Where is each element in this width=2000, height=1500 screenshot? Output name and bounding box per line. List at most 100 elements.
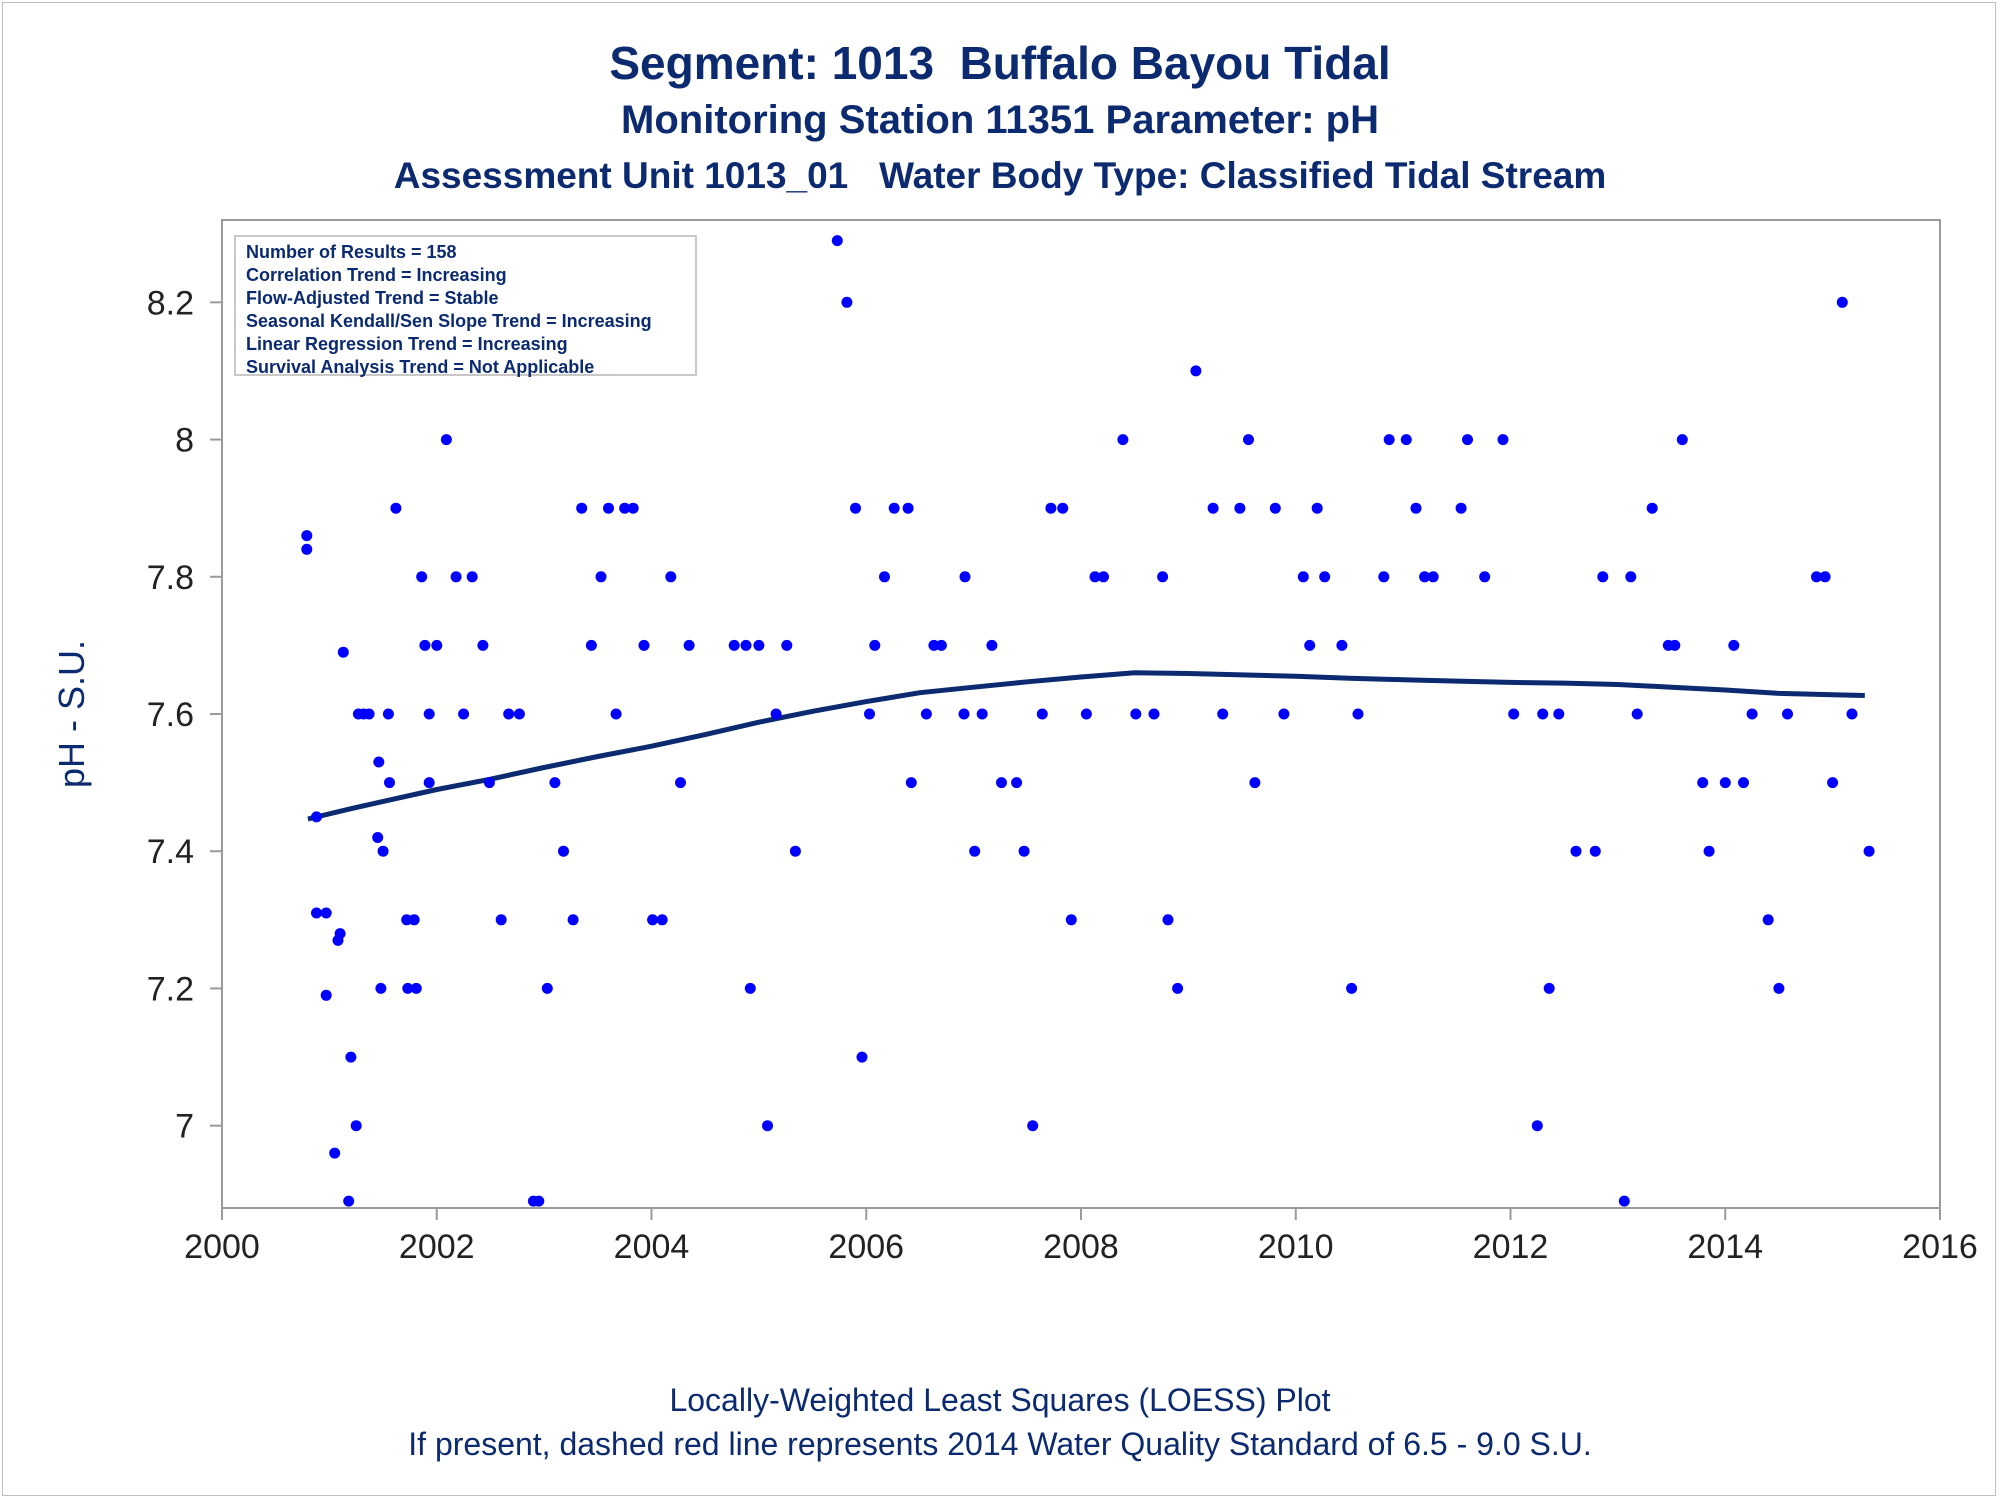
data-point xyxy=(1746,708,1758,720)
footnote-loess: Locally-Weighted Least Squares (LOESS) P… xyxy=(669,1382,1331,1418)
x-tick-label: 2002 xyxy=(399,1228,475,1266)
data-point xyxy=(1537,708,1549,720)
stat-correlation-trend: Correlation Trend = Increasing xyxy=(246,265,507,285)
data-point xyxy=(416,571,428,583)
data-point xyxy=(1773,982,1785,994)
data-point xyxy=(1278,708,1290,720)
data-point xyxy=(740,639,752,651)
data-point xyxy=(345,1051,357,1063)
data-point xyxy=(1531,1120,1543,1132)
data-point xyxy=(1045,502,1057,514)
data-point xyxy=(1036,708,1048,720)
data-point xyxy=(1249,777,1261,789)
data-point xyxy=(1243,434,1254,446)
data-point xyxy=(1311,502,1323,514)
data-point xyxy=(320,989,332,1001)
data-point xyxy=(458,708,470,720)
x-tick-label: 2006 xyxy=(828,1228,904,1266)
data-point xyxy=(1631,708,1643,720)
data-point xyxy=(1827,777,1839,789)
data-point xyxy=(337,646,349,658)
y-tick-label: 7.8 xyxy=(147,559,194,597)
data-point xyxy=(1346,982,1358,994)
data-point xyxy=(483,777,495,789)
data-point xyxy=(419,639,431,651)
data-point xyxy=(850,502,861,514)
data-point xyxy=(1410,502,1422,514)
data-point xyxy=(423,777,435,789)
data-point xyxy=(879,571,890,583)
stat-seasonal-kendall-trend: Seasonal Kendall/Sen Slope Trend = Incre… xyxy=(246,311,652,331)
data-point xyxy=(1462,434,1473,446)
data-point xyxy=(1018,845,1030,857)
data-point xyxy=(1543,982,1555,994)
data-point xyxy=(334,928,346,940)
data-point xyxy=(638,639,650,651)
data-point xyxy=(959,571,971,583)
data-point xyxy=(377,845,389,857)
data-point xyxy=(1080,708,1092,720)
data-point xyxy=(1719,777,1731,789)
data-point xyxy=(1589,845,1601,857)
x-tick-label: 2012 xyxy=(1473,1228,1549,1266)
data-point xyxy=(683,639,695,651)
data-point xyxy=(1162,914,1174,926)
data-point xyxy=(1762,914,1774,926)
data-point xyxy=(1846,708,1858,720)
data-point xyxy=(1570,845,1582,857)
data-point xyxy=(1336,639,1348,651)
chart-subtitle-2: Assessment Unit 1013_01 Water Body Type:… xyxy=(393,155,1607,196)
data-point xyxy=(762,1120,773,1132)
data-point xyxy=(831,235,843,247)
data-points xyxy=(301,235,1875,1207)
data-point xyxy=(1190,365,1202,377)
data-point xyxy=(753,639,765,651)
data-point xyxy=(665,571,677,583)
data-point xyxy=(1836,296,1848,308)
data-point xyxy=(1669,639,1681,651)
data-point xyxy=(301,530,313,542)
data-point xyxy=(1508,708,1520,720)
data-point xyxy=(603,502,614,514)
data-point xyxy=(533,1195,545,1207)
data-point xyxy=(1217,708,1229,720)
data-point xyxy=(675,777,686,789)
data-point xyxy=(375,982,387,994)
data-point xyxy=(1065,914,1077,926)
data-point xyxy=(1027,1120,1039,1132)
data-point xyxy=(466,571,478,583)
data-point xyxy=(728,639,740,651)
data-point xyxy=(996,777,1007,789)
data-point xyxy=(495,914,507,926)
data-point xyxy=(905,777,917,789)
data-point xyxy=(431,639,443,651)
data-point xyxy=(1703,845,1715,857)
data-point xyxy=(969,845,981,857)
data-point xyxy=(320,907,332,919)
data-point xyxy=(841,296,853,308)
data-point xyxy=(619,502,631,514)
data-point xyxy=(1130,708,1142,720)
data-point xyxy=(1207,502,1219,514)
data-point xyxy=(1419,571,1431,583)
x-axis: 2000 2002 2004 2006 2008 2010 2012 2014 2016 xyxy=(184,1208,1978,1266)
data-point xyxy=(1378,571,1390,583)
data-point xyxy=(363,708,375,720)
data-point xyxy=(1319,571,1331,583)
x-tick-label: 2004 xyxy=(614,1228,690,1266)
data-point xyxy=(1618,1195,1630,1207)
data-point xyxy=(450,571,462,583)
data-point xyxy=(1400,434,1412,446)
data-point xyxy=(1597,571,1609,583)
data-point xyxy=(1819,571,1831,583)
trend-stats-box: Number of Results = 158 Correlation Tren… xyxy=(234,235,697,377)
data-point xyxy=(888,502,900,514)
data-point xyxy=(1625,571,1637,583)
y-tick-label: 7.4 xyxy=(147,833,194,871)
data-point xyxy=(402,982,414,994)
data-point xyxy=(1234,502,1246,514)
data-point xyxy=(1011,777,1023,789)
data-point xyxy=(610,708,622,720)
